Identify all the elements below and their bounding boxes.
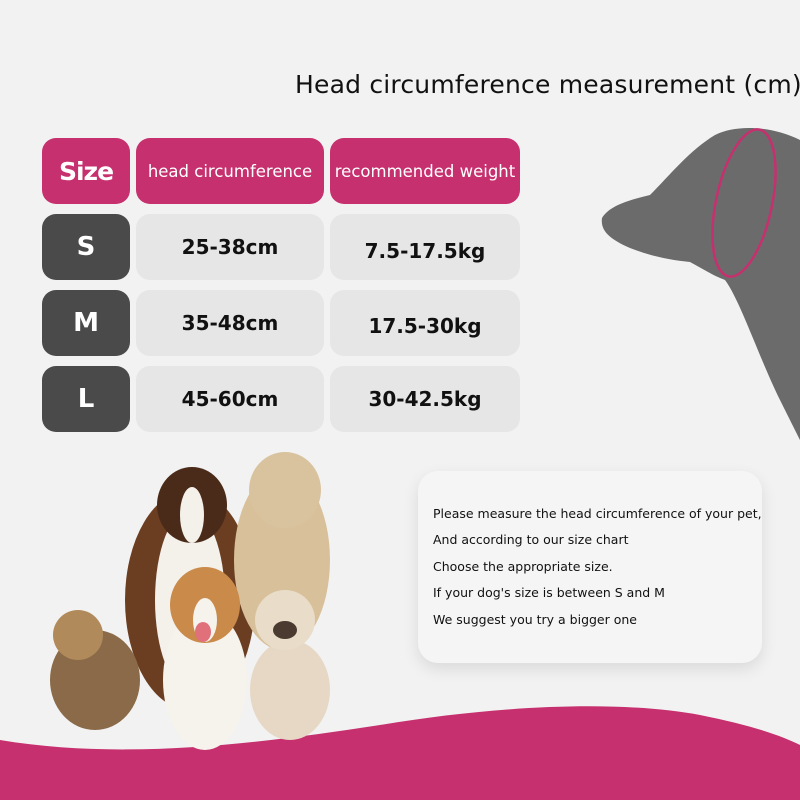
- note-line: If your dog's size is between S and M: [433, 585, 665, 601]
- weight-s: 7.5-17.5kg: [330, 214, 520, 280]
- size-l: L: [42, 366, 130, 432]
- size-s: S: [42, 214, 130, 280]
- header-size: Size: [42, 138, 130, 204]
- weight-l: 30-42.5kg: [330, 366, 520, 432]
- instruction-card: Please measure the head circumference of…: [418, 471, 762, 663]
- head-s: 25-38cm: [136, 214, 324, 280]
- note-line: Choose the appropriate size.: [433, 558, 613, 574]
- page-title: Head circumference measurement (cm): [295, 70, 800, 99]
- note-line: We suggest you try a bigger one: [433, 611, 637, 627]
- weight-m: 17.5-30kg: [330, 290, 520, 356]
- header-recommended-weight: recommended weight: [330, 138, 520, 204]
- head-l: 45-60cm: [136, 366, 324, 432]
- head-m: 35-48cm: [136, 290, 324, 356]
- note-line: And according to our size chart: [433, 532, 629, 548]
- size-m: M: [42, 290, 130, 356]
- note-line: Please measure the head circumference of…: [433, 506, 762, 521]
- header-head-circumference: head circumference: [136, 138, 324, 204]
